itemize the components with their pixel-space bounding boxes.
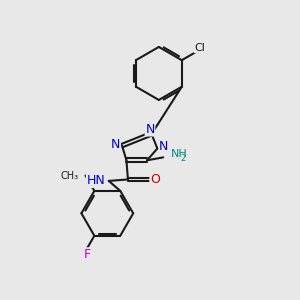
Text: F: F [83,248,91,261]
Text: N: N [145,123,155,136]
Text: 2: 2 [181,154,186,163]
Text: Cl: Cl [194,43,205,53]
Text: O: O [150,173,160,186]
Text: NH: NH [171,149,188,159]
Text: N: N [159,140,169,153]
Text: CH₃: CH₃ [60,171,78,181]
Text: N: N [111,138,120,151]
Text: HN: HN [86,174,105,188]
